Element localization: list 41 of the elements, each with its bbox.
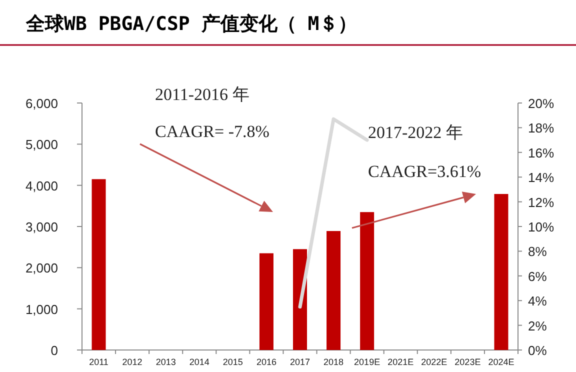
y2-tick-label: 20% — [528, 96, 554, 111]
x-tick-label: 2024E — [488, 357, 514, 367]
annotation: CAAGR=3.61% — [368, 162, 482, 181]
bar — [92, 179, 106, 350]
bar — [360, 212, 374, 350]
bar — [326, 231, 341, 350]
bar — [494, 194, 508, 350]
annotation: 2017-2022 年 — [368, 123, 463, 142]
y2-tick-label: 12% — [528, 194, 554, 210]
bar — [259, 253, 274, 350]
annotation: CAAGR= -7.8% — [155, 122, 270, 141]
y2-tick-label: 16% — [528, 145, 554, 160]
x-tick-label: 2017 — [290, 357, 310, 367]
y2-tick-label: 6% — [528, 268, 548, 284]
y2-tick-label: 4% — [528, 294, 548, 309]
annotation: 2011-2016 年 — [155, 85, 250, 104]
y-tick-label: 4,000 — [25, 178, 58, 194]
x-tick-label: 2015 — [222, 357, 243, 367]
y2-tick-label: 14% — [528, 170, 554, 186]
y-tick-label: 0 — [50, 343, 58, 358]
y-tick-label: 5,000 — [25, 137, 58, 152]
x-tick-label: 2013 — [156, 357, 176, 367]
y-tick-label: 3,000 — [25, 220, 58, 234]
y-tick-label: 6,000 — [25, 96, 58, 111]
x-tick-label: 2019E — [354, 357, 380, 367]
y2-tick-label: 0% — [528, 343, 548, 358]
y-tick-label: 2,000 — [25, 260, 58, 276]
y-tick-label: 1,000 — [25, 302, 58, 317]
chart-title: 全球WB PBGA/CSP 产值变化（ M＄） — [25, 13, 358, 35]
x-tick-label: 2022E — [421, 357, 448, 367]
x-tick-label: 2023E — [454, 357, 481, 367]
y2-tick-label: 18% — [528, 120, 554, 136]
y2-tick-label: 10% — [528, 220, 554, 234]
x-tick-label: 2018 — [324, 357, 344, 367]
x-tick-label: 2014 — [189, 357, 210, 367]
y2-tick-label: 2% — [528, 318, 548, 334]
x-tick-label: 2012 — [122, 357, 142, 367]
x-tick-label: 2021E — [388, 357, 414, 367]
x-tick-label: 2011 — [89, 357, 108, 367]
x-tick-label: 2016 — [256, 357, 276, 367]
y2-tick-label: 8% — [528, 244, 548, 260]
